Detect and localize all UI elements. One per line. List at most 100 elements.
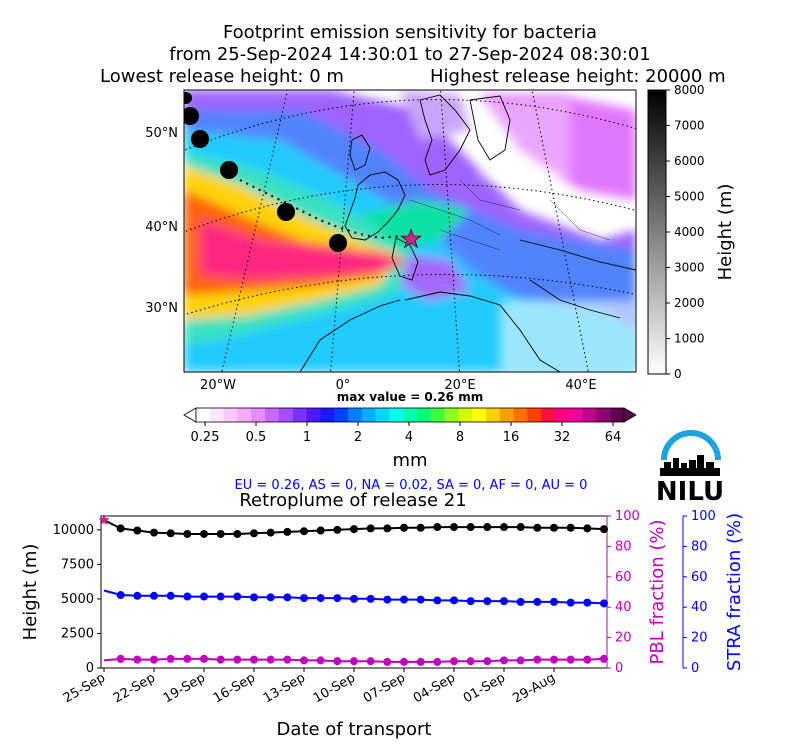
logo-text: NILU	[656, 477, 724, 507]
data-point	[516, 523, 525, 532]
data-point	[450, 596, 458, 605]
data-point	[116, 591, 125, 600]
release-start-marker	[98, 514, 110, 525]
height-colorbar-tick-label: 5000	[674, 190, 705, 204]
data-point	[416, 657, 425, 666]
data-point	[516, 597, 525, 606]
data-point	[533, 597, 542, 606]
mm-colorbar-tick-label: 2	[354, 430, 362, 445]
data-point	[150, 528, 158, 537]
data-point	[116, 654, 125, 663]
right-axis-tick-label: 40	[615, 600, 632, 615]
retroplume-title: Retroplume of release 21	[239, 490, 466, 511]
plot-frame	[100, 515, 608, 669]
data-point	[350, 525, 358, 534]
data-point	[283, 655, 292, 664]
left-axis-label: Height (m)	[20, 544, 41, 641]
right-axis-tick-label: 20	[615, 631, 632, 646]
data-point	[566, 598, 575, 607]
right-axis-tick-label: 100	[615, 509, 640, 524]
data-point	[466, 523, 475, 532]
data-point	[233, 529, 242, 538]
height-colorbar-tick-label: 8000	[674, 83, 705, 97]
data-point	[383, 657, 392, 666]
data-point	[283, 527, 292, 536]
data-point	[466, 597, 475, 606]
mm-colorbar-tick-label: 0.5	[246, 430, 267, 445]
left-axis-tick-label: 5000	[61, 592, 94, 607]
data-point	[566, 523, 575, 532]
x-axis-tick-label: 13-Sep	[261, 670, 308, 706]
data-point	[583, 524, 592, 533]
map-frame	[183, 89, 637, 373]
data-point	[366, 594, 375, 603]
height-colorbar: 8000 7000 6000 5000 4000 3000 2000 1000 0 Height…	[647, 83, 736, 381]
lon-label: 20°E	[444, 378, 475, 393]
data-point	[516, 656, 525, 665]
logo-arc	[661, 430, 721, 461]
height-colorbar-tick-label: 7000	[674, 119, 705, 133]
title-line-2: from 25-Sep-2024 14:30:01 to 27-Sep-2024…	[169, 44, 651, 65]
mm-colorbar: 0.25 0.5 1 2 4 8 16 32 64 mm	[183, 407, 637, 471]
title-lowest-release: Lowest release height: 0 m	[100, 66, 344, 87]
left-axis-tick-label: 10000	[53, 523, 94, 538]
data-point	[416, 523, 425, 532]
data-point	[266, 655, 275, 664]
data-point	[316, 656, 325, 665]
left-axis-tick-label: 0	[86, 661, 94, 676]
data-point	[433, 657, 442, 666]
title-highest-release: Highest release height: 20000 m	[430, 66, 726, 87]
data-point	[316, 526, 325, 535]
data-point	[266, 593, 275, 602]
data-point	[200, 592, 208, 601]
data-point	[150, 591, 158, 600]
data-point	[383, 524, 392, 533]
data-point	[483, 597, 492, 606]
data-point	[216, 655, 225, 664]
data-point	[233, 655, 242, 664]
data-point	[333, 594, 342, 603]
data-point	[350, 594, 358, 603]
right-axis-tick-label: 60	[615, 570, 632, 585]
data-point	[450, 523, 458, 532]
lat-label: 50°N	[145, 126, 178, 141]
right-axis-tick-label: 20	[691, 631, 708, 646]
data-point	[183, 592, 192, 601]
data-point	[483, 657, 492, 666]
height-colorbar-tick-label: 3000	[674, 261, 705, 275]
data-point	[550, 597, 558, 606]
data-point	[166, 591, 175, 600]
data-point	[366, 524, 375, 533]
mm-colorbar-label: mm	[392, 450, 427, 471]
data-point	[150, 655, 158, 664]
title-line-1: Footprint emission sensitivity for bacte…	[223, 22, 597, 43]
x-axis-tick-label: 01-Sep	[461, 670, 508, 706]
stra-axis-label: STRA fraction (%)	[724, 513, 745, 671]
height-colorbar-tick-label: 6000	[674, 154, 705, 168]
data-point	[433, 523, 442, 532]
data-point	[550, 523, 558, 532]
right-axis-tick-label: 60	[691, 570, 708, 585]
data-point	[266, 528, 275, 537]
data-point	[533, 655, 542, 664]
lon-label: 40°E	[565, 378, 596, 393]
x-axis-tick-label: 10-Sep	[311, 670, 358, 706]
right-axis-tick-label: 0	[615, 661, 623, 676]
x-axis-tick-label: 25-Sep	[61, 670, 108, 706]
data-point	[166, 529, 175, 538]
x-axis-tick-label: 29-Aug	[510, 670, 558, 706]
x-axis-tick-label: 04-Sep	[411, 670, 458, 706]
data-point	[333, 657, 342, 666]
data-point	[400, 657, 408, 666]
data-point	[583, 598, 592, 607]
height-colorbar-tick-label: 1000	[674, 332, 705, 346]
data-point	[500, 523, 508, 532]
data-point	[183, 654, 192, 663]
data-point	[200, 529, 208, 538]
x-axis-tick-label: 19-Sep	[161, 670, 208, 706]
data-point	[600, 654, 608, 663]
data-point	[500, 656, 508, 665]
retroplume-chart: 0 2500 5000 7500 10000 0 20 40 60 80 100 0 20 40 60 80 1…	[53, 509, 716, 707]
data-point	[233, 592, 242, 601]
data-point	[300, 527, 308, 536]
